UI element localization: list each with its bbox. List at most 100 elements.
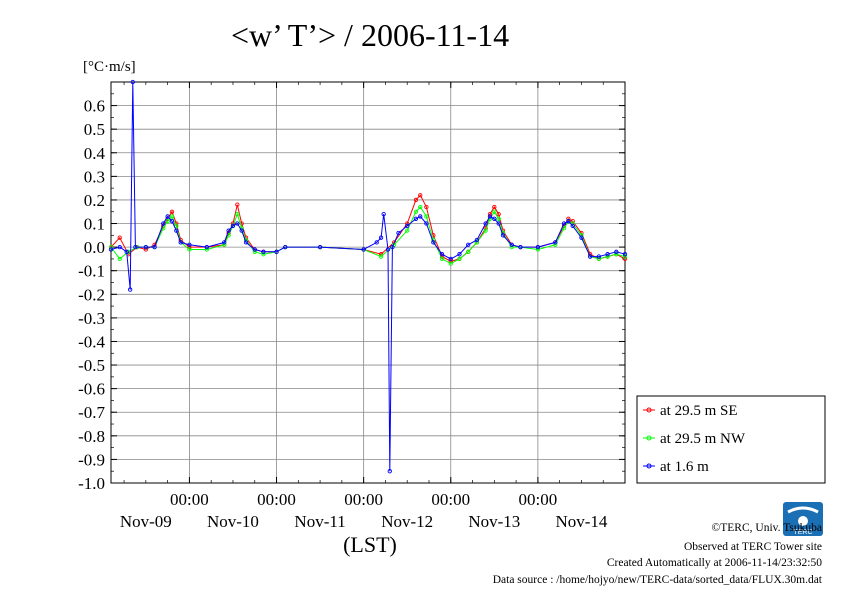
y-tick-label: 0.1: [84, 215, 105, 234]
series-point-2: [283, 244, 288, 250]
x-axis-label: (LST): [343, 532, 397, 557]
series-point-2: [161, 221, 166, 226]
legend-box: [636, 395, 826, 484]
series-point-2: [124, 249, 129, 254]
legend-label: at 29.5 m SE: [660, 403, 738, 419]
series-point-1: [439, 256, 445, 262]
footer-copyright: ©TERC, Univ. Tsukuba: [712, 522, 822, 534]
legend-marker: [646, 435, 652, 441]
series-point-0: [405, 221, 410, 226]
series-point-2: [570, 223, 575, 229]
series-line-2: [110, 81, 626, 472]
series-point-2: [385, 247, 391, 252]
series-point-0: [566, 216, 571, 221]
series-point-0: [622, 256, 628, 262]
series-point-2: [553, 240, 558, 245]
y-tick-label: -0.3: [78, 309, 105, 328]
series-point-1: [413, 209, 419, 214]
series-point-1: [222, 242, 227, 247]
series-point-2: [130, 79, 135, 85]
logo-drop: [798, 516, 808, 526]
y-tick-label: -0.8: [78, 427, 105, 446]
series-point-2: [152, 244, 157, 250]
series-point-2: [387, 469, 392, 474]
y-tick-label: 0.5: [84, 120, 105, 139]
series-point-1: [108, 244, 114, 250]
series-point-1: [466, 249, 471, 254]
series-point-1: [405, 228, 410, 233]
series-point-1: [448, 261, 453, 266]
series-point-2: [361, 247, 366, 252]
legend: at 29.5 m SE at 29.5 m NW at 1.6 m: [643, 403, 746, 475]
series-point-2: [466, 242, 471, 247]
series-point-2: [222, 240, 227, 245]
legend-label: at 1.6 m: [660, 459, 709, 475]
y-tick-label: 0.0: [84, 238, 105, 257]
series-point-2: [431, 240, 436, 245]
series-point-2: [622, 252, 628, 257]
series-point-2: [588, 254, 593, 259]
series-point-2: [439, 252, 445, 257]
series-point-2: [390, 244, 395, 250]
series-point-2: [614, 249, 619, 254]
y-tick-label: -0.7: [78, 403, 105, 422]
series-point-2: [496, 221, 501, 226]
series-point-1: [509, 244, 514, 250]
series-point-2: [518, 244, 523, 250]
y-tick-label: 0.2: [84, 191, 105, 210]
series-point-0: [496, 211, 501, 217]
legend-marker: [646, 463, 652, 469]
y-axis-ticks: 0.6 0.5 0.4 0.3 0.2 0.1 0.0 -0.1 -0.2 -0.3 -0.4 -0.…: [78, 81, 625, 493]
x-time-label: 00:00: [170, 490, 209, 509]
logo-text: TERC: [793, 529, 812, 536]
x-date-label: Nov-13: [468, 512, 520, 531]
series-point-2: [317, 244, 323, 250]
terc-logo: TERC: [783, 502, 823, 536]
gridlines: [111, 82, 625, 484]
series-point-2: [128, 287, 133, 292]
footer-source: Data source : /home/hojyo/new/TERC-data/…: [493, 574, 823, 586]
series-point-1: [535, 247, 541, 252]
series-point-2: [239, 228, 244, 233]
series-point-2: [235, 221, 240, 226]
y-axis-label: [°C·m/s]: [83, 59, 136, 75]
series-point-2: [243, 240, 249, 245]
series-point-0: [117, 235, 122, 240]
legend-label: at 29.5 m NW: [660, 431, 746, 447]
x-date-label: Nov-11: [294, 512, 345, 531]
series-point-1: [169, 214, 175, 219]
series-point-2: [230, 223, 236, 229]
y-tick-label: -0.5: [78, 356, 105, 375]
series-point-2: [474, 237, 480, 243]
series-point-2: [374, 240, 379, 245]
series-point-1: [496, 216, 501, 221]
plot-area: [110, 81, 626, 484]
y-tick-label: -0.4: [78, 332, 105, 351]
series-point-2: [509, 242, 514, 247]
y-tick-label: -0.2: [78, 285, 105, 304]
y-tick-label: 0.4: [84, 144, 106, 163]
series-point-0: [235, 202, 240, 207]
series-point-0: [487, 211, 493, 217]
series-point-2: [457, 252, 462, 257]
series-point-1: [605, 254, 610, 259]
series-point-2: [133, 244, 138, 250]
series-point-1: [418, 204, 423, 210]
series-point-2: [492, 216, 497, 221]
footer-observed: Observed at TERC Tower site: [684, 541, 822, 553]
series-point-2: [396, 230, 401, 236]
y-tick-label: 0.6: [84, 97, 105, 116]
series-point-0: [570, 219, 575, 224]
series-line-1: [110, 206, 626, 265]
series-point-2: [566, 219, 571, 224]
series-point-2: [424, 221, 429, 226]
series-point-2: [483, 221, 488, 226]
y-tick-label: -1.0: [78, 474, 105, 493]
y-tick-label: -0.1: [78, 262, 105, 281]
series-point-0: [448, 259, 453, 264]
series-point-2: [204, 244, 209, 250]
series-group: [108, 79, 628, 474]
series-point-1: [483, 228, 488, 233]
x-time-label: 00:00: [257, 490, 296, 509]
